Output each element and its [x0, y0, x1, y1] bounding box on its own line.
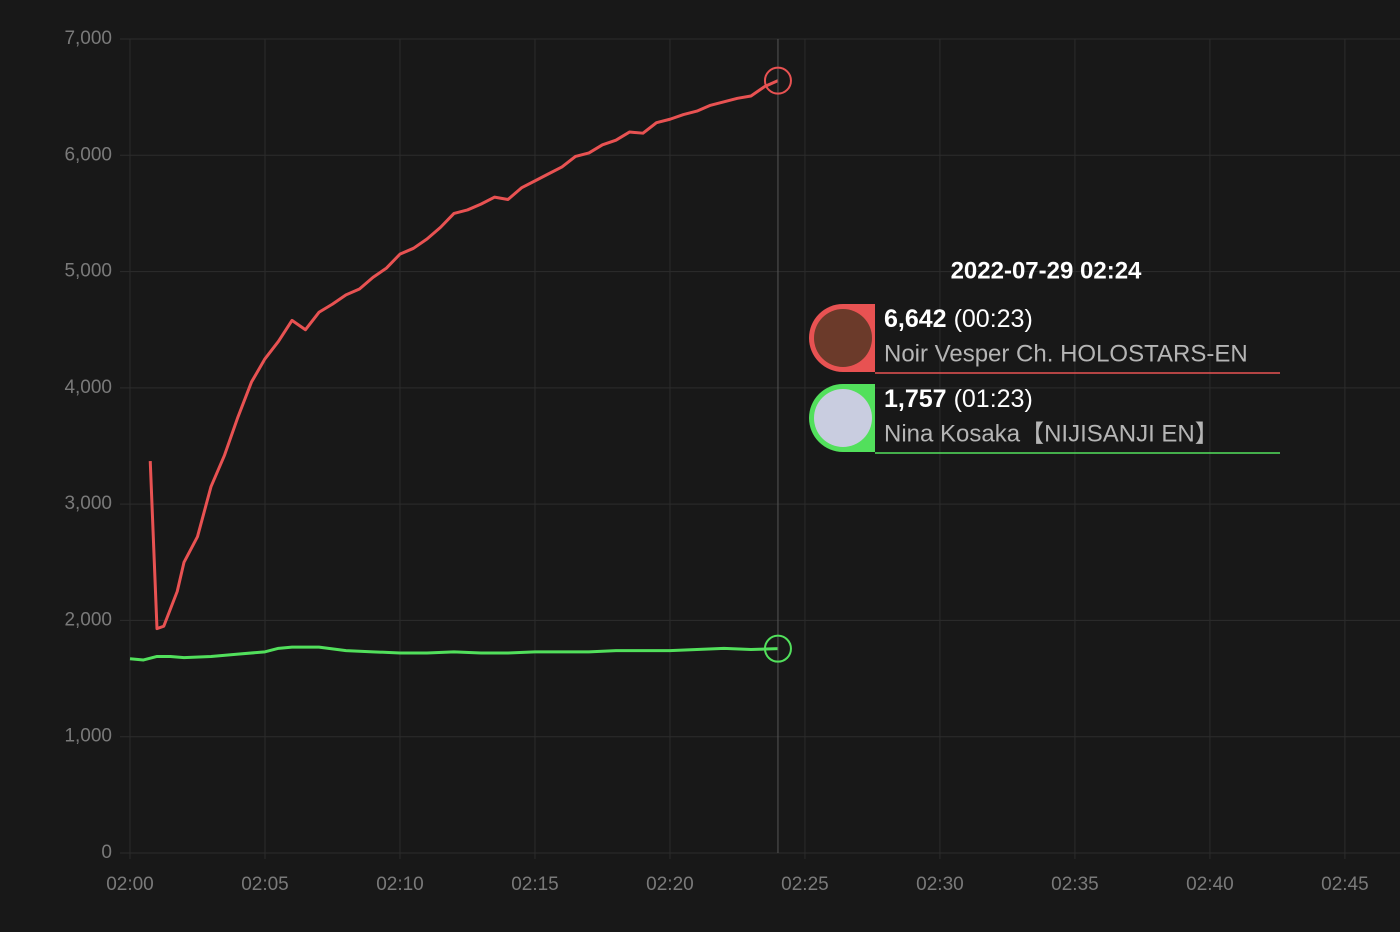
series-line — [129, 645, 778, 662]
value-label: 6,642 — [884, 305, 947, 333]
tooltip-value: 1,757 (01:23) — [884, 385, 1033, 413]
x-tick-label: 02:10 — [376, 874, 424, 895]
y-tick-label: 3,000 — [64, 493, 112, 514]
x-tick-label: 02:45 — [1321, 874, 1369, 895]
hover-point — [763, 66, 792, 95]
avatar — [814, 389, 872, 447]
x-tick-label: 02:40 — [1186, 874, 1234, 895]
tooltip-value: 6,642 (00:23) — [884, 305, 1033, 333]
x-tick-label: 02:30 — [916, 874, 964, 895]
x-tick-label: 02:05 — [241, 874, 289, 895]
y-tick-label: 7,000 — [64, 28, 112, 49]
x-tick-label: 02:00 — [106, 874, 154, 895]
y-tick-label: 0 — [101, 842, 112, 863]
tooltip-name: Nina Kosaka【NIJISANJI EN】 — [884, 420, 1219, 447]
avatar — [814, 309, 872, 367]
x-tick-label: 02:25 — [781, 874, 829, 895]
series-line — [148, 79, 779, 631]
x-tick-label: 02:15 — [511, 874, 559, 895]
tooltip-title: 2022-07-29 02:24 — [951, 257, 1142, 284]
hover-point — [763, 634, 792, 663]
y-tick-label: 4,000 — [64, 377, 112, 398]
y-tick-label: 5,000 — [64, 261, 112, 282]
y-tick-label: 1,000 — [64, 726, 112, 747]
tooltip-name: Noir Vesper Ch. HOLOSTARS-EN — [884, 340, 1248, 367]
tooltip: 2022-07-29 02:246,642 (00:23)Noir Vesper … — [809, 257, 1280, 454]
x-tick-label: 02:35 — [1051, 874, 1099, 895]
value-label: 1,757 — [884, 385, 947, 413]
y-tick-label: 2,000 — [64, 609, 112, 630]
duration: (01:23) — [954, 385, 1033, 413]
x-tick-label: 02:20 — [646, 874, 694, 895]
duration: (00:23) — [954, 305, 1033, 333]
y-tick-label: 6,000 — [64, 144, 112, 165]
